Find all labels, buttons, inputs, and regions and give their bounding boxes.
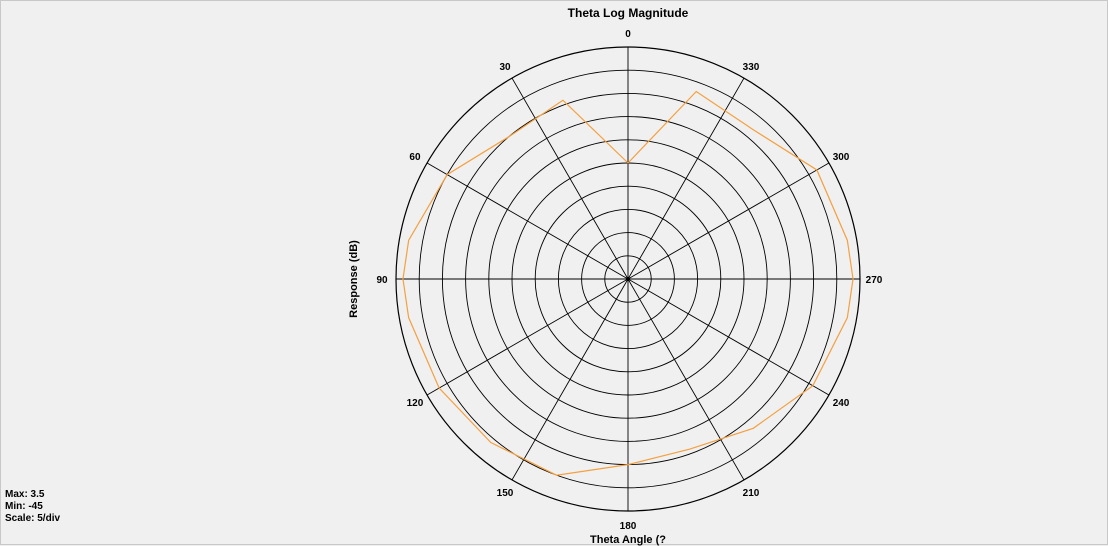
grid-spoke <box>511 77 629 280</box>
series-layer <box>402 90 854 476</box>
grid-spoke <box>627 278 830 396</box>
angle-tick-label: 150 <box>497 488 514 499</box>
angle-tick-label: 300 <box>833 152 850 163</box>
angle-tick-label: 0 <box>625 29 631 40</box>
max-readout: Max: 3.5 <box>5 489 45 500</box>
grid-spoke <box>627 77 745 280</box>
angle-tick-label: 180 <box>620 521 637 532</box>
x-axis-title: Theta Angle (? <box>590 534 666 546</box>
angle-tick-labels: 0 30 60 90 120 150 180 210 240 270 300 330 <box>376 29 882 532</box>
angle-tick-label: 270 <box>866 275 883 286</box>
angle-tick-label: 60 <box>409 152 421 163</box>
stats-box: Max: 3.5 Min: -45 Scale: 5/div <box>5 489 60 525</box>
min-readout: Min: -45 <box>5 501 43 512</box>
grid-spoke <box>426 278 629 396</box>
angle-tick-label: 210 <box>743 488 760 499</box>
angle-tick-label: 240 <box>833 398 850 409</box>
y-axis-title: Response (dB) <box>348 240 360 318</box>
angle-tick-label: 330 <box>743 62 760 73</box>
scale-readout: Scale: 5/div <box>5 513 61 524</box>
angle-tick-label: 120 <box>407 398 424 409</box>
angle-tick-label: 90 <box>376 275 388 286</box>
chart-title: Theta Log Magnitude <box>568 6 689 20</box>
series-line <box>402 90 854 476</box>
grid-spoke <box>511 278 629 481</box>
grid-spoke <box>627 278 745 481</box>
center-point <box>626 277 630 281</box>
grid-spoke <box>426 162 629 280</box>
grid-spoke <box>627 162 830 280</box>
angle-tick-label: 30 <box>499 62 511 73</box>
